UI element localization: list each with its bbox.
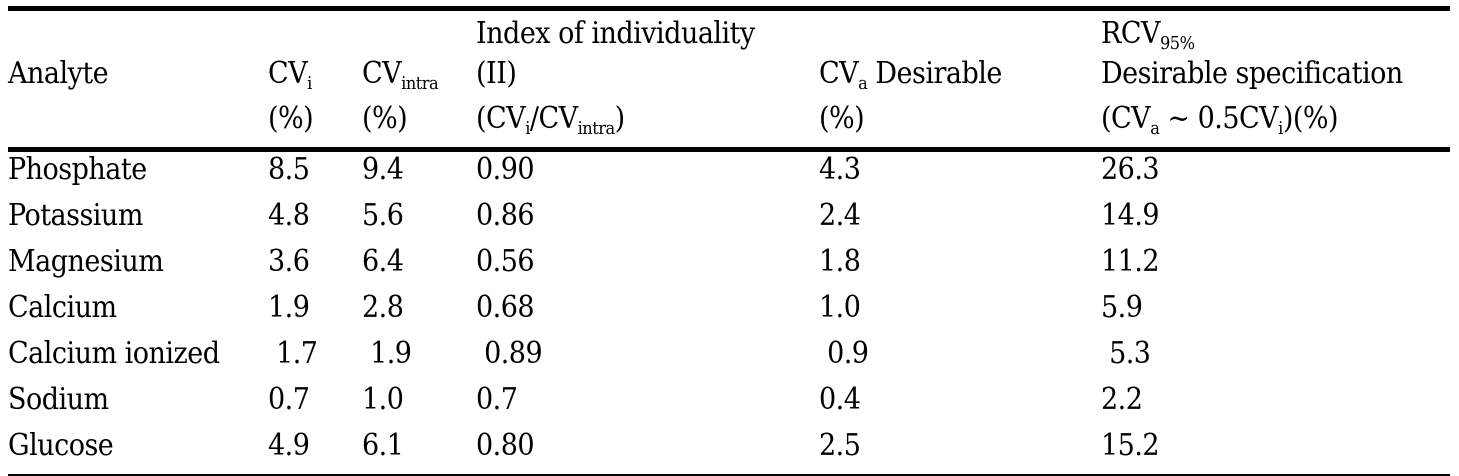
header-analyte: Analyte — [8, 56, 109, 91]
cva-subscript: a — [858, 73, 868, 94]
cell-cvi: 8.5 — [268, 152, 310, 187]
cell-cvintra: 2.8 — [362, 290, 404, 325]
header-cvi-blank — [268, 6, 362, 57]
rcv-main: RCV — [1101, 16, 1160, 51]
cell-cvintra: 9.4 — [362, 152, 404, 187]
header-cva-blank — [819, 6, 1101, 57]
cell-cvi: 0.7 — [268, 382, 310, 417]
cell-analyte: Magnesium — [8, 244, 164, 279]
cell-ii: 0.89 — [476, 336, 543, 371]
cell-cvintra: 6.1 — [362, 428, 476, 476]
header-cvi: CVi — [268, 57, 362, 102]
header-ii-line1: Index of individuality — [476, 6, 819, 57]
cell-cvi: 3.6 — [268, 244, 310, 279]
table-row: Potassium 4.8 5.6 0.86 2.4 14.9 — [8, 198, 1450, 244]
cell-cva: 1.0 — [819, 290, 861, 325]
cell-rcv: 2.2 — [1101, 382, 1143, 417]
table-row: Phosphate 8.5 9.4 0.90 4.3 26.3 — [8, 150, 1450, 199]
cell-rcv: 5.3 — [1101, 336, 1151, 371]
header-cva-unit: (%) — [819, 102, 1101, 152]
cell-ii: 0.86 — [476, 198, 535, 233]
table-row: Magnesium 3.6 6.4 0.56 1.8 11.2 — [8, 244, 1450, 290]
cell-cva: 2.5 — [819, 428, 1101, 476]
cvintra-main: CV — [362, 56, 402, 91]
data-table-container: Index of individuality RCV95% Analyte CV… — [8, 6, 1450, 476]
header-ii-line2: (II) — [476, 56, 517, 91]
header-row-3: (%) (%) (CVi/CVintra) (%) (CVa ~ 0.5CVi)… — [8, 101, 1450, 152]
header-cvintra-blank — [362, 6, 476, 57]
cell-rcv: 26.3 — [1101, 152, 1160, 187]
header-analyte-blank — [8, 6, 268, 57]
cell-cva: 4.3 — [819, 152, 861, 187]
table-row: Calcium 1.9 2.8 0.68 1.0 5.9 — [8, 290, 1450, 336]
cell-cva: 0.9 — [819, 336, 869, 371]
rcv-formula-a: (CV — [1101, 101, 1151, 136]
cell-rcv: 5.9 — [1101, 290, 1143, 325]
cell-cvi: 1.9 — [268, 290, 310, 325]
rcv-formula-sub1: a — [1150, 118, 1160, 139]
cell-analyte: Potassium — [8, 198, 143, 233]
cell-cvi: 1.7 — [268, 336, 318, 371]
cva-rest: Desirable — [867, 56, 1002, 91]
ii-formula-a: (CV — [476, 101, 526, 136]
table-row: Calcium ionized 1.7 1.9 0.89 0.9 5.3 — [8, 336, 1450, 382]
cell-cva: 1.8 — [819, 244, 861, 279]
cell-cva: 2.4 — [819, 198, 861, 233]
table-row: Sodium 0.7 1.0 0.7 0.4 2.2 — [8, 382, 1450, 428]
ii-formula-sub1: i — [525, 118, 530, 139]
header-rcv-line1: RCV95% — [1101, 6, 1450, 57]
header-cva: CVa Desirable — [819, 57, 1101, 102]
ii-formula-sub2: intra — [577, 118, 616, 139]
cell-ii: 0.7 — [476, 382, 518, 417]
cell-analyte: Calcium — [8, 290, 117, 325]
header-row-1: Index of individuality RCV95% — [8, 6, 1450, 57]
table-header: Index of individuality RCV95% Analyte CV… — [8, 6, 1450, 152]
cvintra-subscript: intra — [401, 73, 439, 94]
ii-formula-c: ) — [614, 101, 626, 136]
rcv-formula-c: )(%) — [1282, 101, 1339, 136]
header-ii-formula: (CVi/CVintra) — [476, 101, 819, 152]
header-cvi-unit: (%) — [268, 102, 362, 152]
cell-analyte: Glucose — [8, 428, 268, 476]
cell-rcv: 14.9 — [1101, 198, 1160, 233]
cell-rcv: 15.2 — [1101, 428, 1450, 476]
header-rcv-line2: Desirable specification — [1101, 56, 1403, 91]
cell-cvintra: 5.6 — [362, 198, 404, 233]
cell-rcv: 11.2 — [1101, 244, 1160, 279]
table-row: Glucose 4.9 6.1 0.80 2.5 15.2 — [8, 428, 1450, 476]
rcv-formula-b: ~ 0.5CV — [1159, 101, 1279, 136]
header-cvintra-unit: (%) — [362, 102, 476, 152]
cell-analyte: Sodium — [8, 382, 109, 417]
cell-analyte: Calcium ionized — [8, 336, 220, 371]
ii-formula-b: /CV — [529, 101, 578, 136]
header-rcv-formula: (CVa ~ 0.5CVi)(%) — [1101, 101, 1450, 152]
cell-analyte: Phosphate — [8, 152, 147, 187]
header-row-2: Analyte CVi CVintra (II) CVa Desirable D… — [8, 57, 1450, 102]
cell-ii: 0.80 — [476, 428, 819, 476]
rcv-formula-sub2: i — [1278, 118, 1283, 139]
biological-variation-table: Index of individuality RCV95% Analyte CV… — [8, 6, 1450, 476]
header-cvintra: CVintra — [362, 57, 476, 102]
table-body: Phosphate 8.5 9.4 0.90 4.3 26.3 Potassiu… — [8, 150, 1450, 476]
cell-cvi: 4.8 — [268, 198, 310, 233]
cell-cvintra: 1.9 — [362, 336, 412, 371]
cva-main: CV — [819, 56, 859, 91]
rcv-subscript: 95% — [1159, 33, 1195, 54]
header-analyte-blank-2 — [8, 102, 268, 152]
cell-ii: 0.90 — [476, 152, 535, 187]
cell-ii: 0.68 — [476, 290, 535, 325]
cvi-subscript: i — [307, 73, 312, 94]
cell-cvintra: 6.4 — [362, 244, 404, 279]
cvi-main: CV — [268, 56, 308, 91]
cell-cvi: 4.9 — [268, 428, 362, 476]
cell-cvintra: 1.0 — [362, 382, 404, 417]
cell-ii: 0.56 — [476, 244, 535, 279]
cell-cva: 0.4 — [819, 382, 861, 417]
